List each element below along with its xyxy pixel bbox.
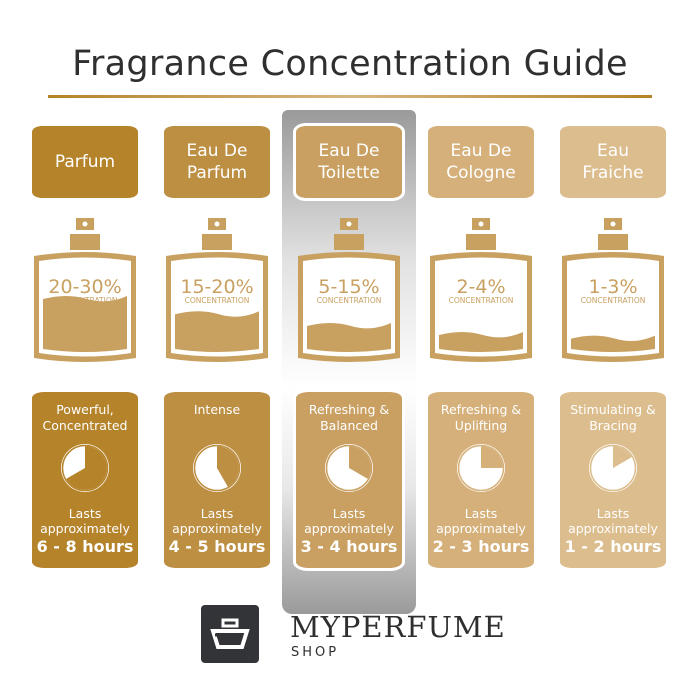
duration: 6 - 8 hours [36,537,134,556]
duration: 1 - 2 hours [564,537,662,556]
longevity-card: Intense Lasts approximately 4 - 5 hours [164,392,270,568]
bottle-icon: 15-20% CONCENTRATION [166,218,268,362]
duration-wedge [66,446,107,490]
type-name: Eau Fraiche [582,141,644,183]
duration: 2 - 3 hours [432,537,530,556]
lasts-label: Lasts approximately [40,506,130,536]
brand-sub: SHOP [291,645,340,660]
bottle-icon: 1-3% CONCENTRATION [562,218,664,362]
concentration-word: CONCENTRATION [185,296,250,305]
description: Intense [193,402,241,417]
duration: 3 - 4 hours [300,537,398,556]
type-label: Eau Fraiche [560,126,666,198]
description: Refreshing & Uplifting [440,402,522,433]
bottle-icon: 2-4% CONCENTRATION [430,218,532,362]
description: Stimulating & Bracing [570,402,656,433]
clock-pie-icon [61,444,109,492]
duration-wedge [349,446,371,479]
lasts-label: Lasts approximately [304,506,394,536]
lasts-label: Lasts approximately [568,506,658,536]
basket-icon [210,618,250,649]
type-name: Parfum [54,152,116,172]
type-name: Eau De Parfum [186,141,248,183]
longevity-card: Refreshing & Balanced Lasts approximatel… [293,389,405,571]
concentration-value: 20-30% [48,276,121,298]
longevity-card: Powerful, Concentrated Lasts approximate… [32,392,138,568]
concentration-word: CONCENTRATION [53,296,118,305]
type-name: Eau De Toilette [318,141,380,183]
duration-wedge [613,446,632,468]
clock-pie-icon [325,444,373,492]
concentration-value: 2-4% [456,276,505,298]
concentration-value: 1-3% [588,276,637,298]
type-label: Eau De Cologne [428,126,534,198]
duration-wedge [481,446,503,468]
longevity-card: Stimulating & Bracing Lasts approximatel… [560,392,666,568]
concentration-value: 5-15% [318,276,379,298]
clock-pie-icon [193,444,241,492]
bottle-icon: 20-30% CONCENTRATION [34,218,136,362]
type-label: Parfum [32,126,138,198]
duration-wedge [217,446,239,487]
description: Refreshing & Balanced [308,402,390,433]
brand-logo [201,605,259,663]
concentration-value: 15-20% [180,276,253,298]
longevity-card: Refreshing & Uplifting Lasts approximate… [428,392,534,568]
clock-pie-icon [457,444,505,492]
concentration-word: CONCENTRATION [317,296,382,305]
concentration-word: CONCENTRATION [581,296,646,305]
title-divider [48,95,652,98]
page-title: Fragrance Concentration Guide [72,44,628,84]
clock-pie-icon [589,444,637,492]
lasts-label: Lasts approximately [172,506,262,536]
concentration-word: CONCENTRATION [449,296,514,305]
type-label: Eau De Parfum [164,126,270,198]
type-label: Eau De Toilette [293,123,405,201]
bottle-icon: 5-15% CONCENTRATION [298,218,400,362]
description: Powerful, Concentrated [42,402,128,433]
brand-name: MYPERFUME [290,610,506,644]
lasts-label: Lasts approximately [436,506,526,536]
type-name: Eau De Cologne [446,141,516,183]
duration: 4 - 5 hours [168,537,266,556]
